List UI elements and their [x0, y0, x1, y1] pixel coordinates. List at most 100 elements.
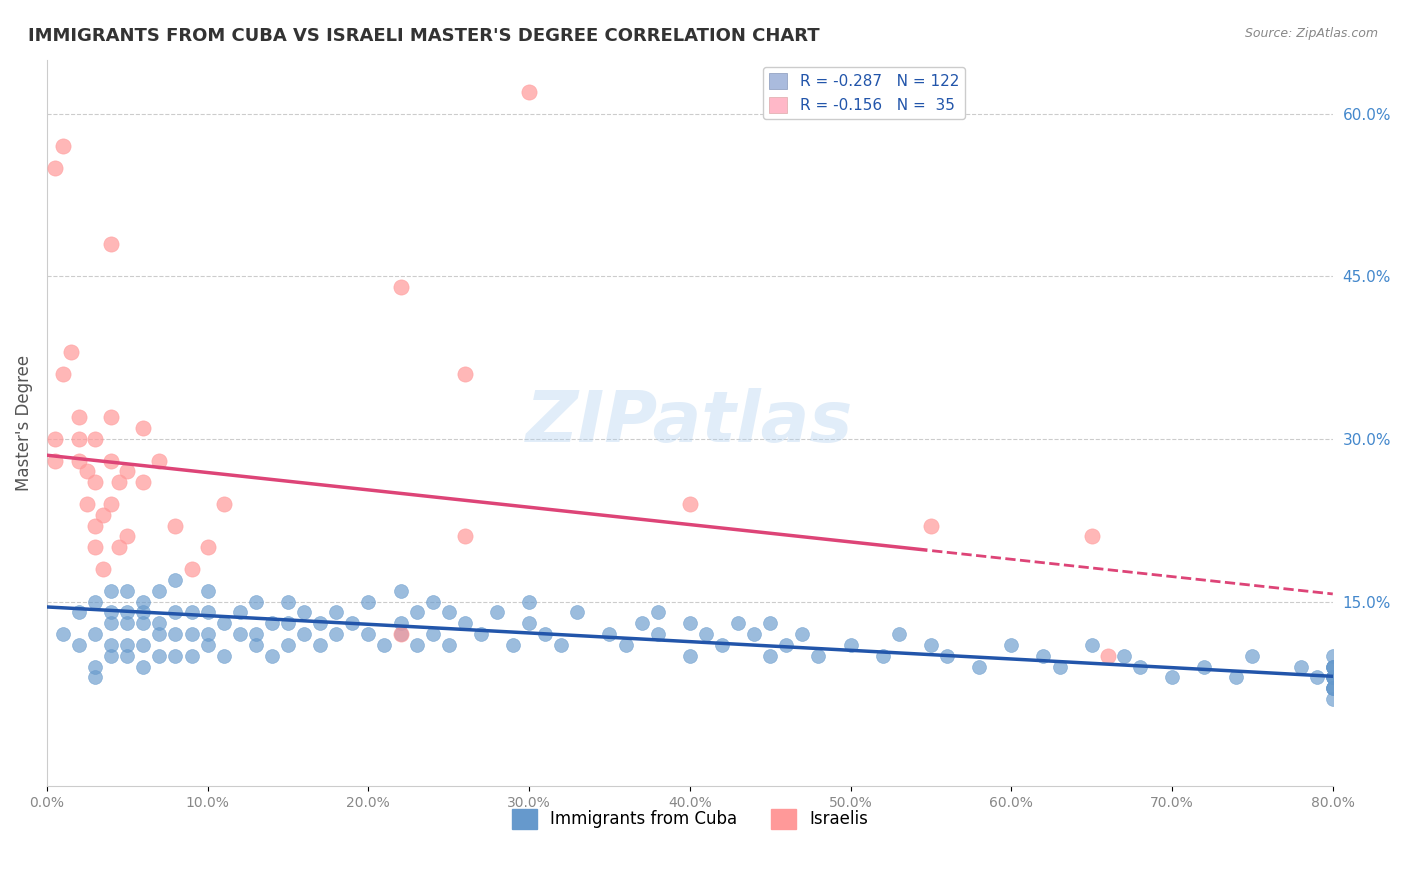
- Point: [91, 508, 114, 522]
- Point: [1322, 670, 1344, 684]
- Point: [148, 583, 170, 598]
- Point: [84, 659, 107, 673]
- Point: [148, 616, 170, 631]
- Point: [1322, 681, 1344, 696]
- Point: [1049, 659, 1071, 673]
- Point: [470, 627, 492, 641]
- Point: [1241, 648, 1264, 663]
- Point: [117, 583, 139, 598]
- Point: [148, 648, 170, 663]
- Point: [1129, 659, 1152, 673]
- Point: [100, 453, 122, 467]
- Point: [277, 616, 299, 631]
- Point: [1322, 659, 1344, 673]
- Point: [132, 606, 155, 620]
- Point: [936, 648, 959, 663]
- Point: [165, 606, 187, 620]
- Point: [76, 465, 98, 479]
- Point: [100, 410, 122, 425]
- Point: [598, 627, 620, 641]
- Point: [1032, 648, 1054, 663]
- Point: [197, 638, 219, 652]
- Point: [117, 638, 139, 652]
- Point: [517, 594, 540, 608]
- Point: [197, 606, 219, 620]
- Point: [132, 475, 155, 490]
- Point: [132, 659, 155, 673]
- Point: [389, 616, 412, 631]
- Point: [405, 606, 427, 620]
- Point: [1322, 692, 1344, 706]
- Point: [679, 648, 702, 663]
- Point: [485, 606, 508, 620]
- Point: [437, 638, 460, 652]
- Point: [292, 627, 315, 641]
- Point: [100, 638, 122, 652]
- Point: [1080, 529, 1102, 543]
- Point: [695, 627, 717, 641]
- Point: [117, 616, 139, 631]
- Point: [165, 627, 187, 641]
- Point: [517, 85, 540, 99]
- Point: [132, 421, 155, 435]
- Point: [229, 627, 252, 641]
- Point: [108, 541, 131, 555]
- Point: [807, 648, 830, 663]
- Text: IMMIGRANTS FROM CUBA VS ISRAELI MASTER'S DEGREE CORRELATION CHART: IMMIGRANTS FROM CUBA VS ISRAELI MASTER'S…: [28, 27, 820, 45]
- Point: [630, 616, 652, 631]
- Point: [117, 606, 139, 620]
- Point: [44, 161, 66, 175]
- Point: [100, 616, 122, 631]
- Point: [679, 616, 702, 631]
- Point: [454, 529, 477, 543]
- Point: [839, 638, 862, 652]
- Point: [180, 627, 202, 641]
- Text: ZIPatlas: ZIPatlas: [526, 388, 853, 458]
- Point: [212, 648, 235, 663]
- Point: [1322, 681, 1344, 696]
- Point: [502, 638, 524, 652]
- Point: [1322, 648, 1344, 663]
- Point: [277, 638, 299, 652]
- Point: [148, 627, 170, 641]
- Point: [165, 648, 187, 663]
- Point: [679, 497, 702, 511]
- Point: [759, 648, 782, 663]
- Point: [100, 583, 122, 598]
- Point: [920, 518, 942, 533]
- Point: [775, 638, 797, 652]
- Y-axis label: Master's Degree: Master's Degree: [15, 355, 32, 491]
- Point: [292, 606, 315, 620]
- Point: [1322, 670, 1344, 684]
- Point: [180, 606, 202, 620]
- Point: [165, 573, 187, 587]
- Point: [52, 367, 75, 381]
- Point: [967, 659, 990, 673]
- Point: [517, 616, 540, 631]
- Point: [84, 432, 107, 446]
- Point: [245, 594, 267, 608]
- Point: [422, 627, 444, 641]
- Point: [44, 432, 66, 446]
- Point: [84, 475, 107, 490]
- Point: [180, 562, 202, 576]
- Point: [1000, 638, 1022, 652]
- Point: [165, 518, 187, 533]
- Point: [309, 638, 332, 652]
- Point: [91, 562, 114, 576]
- Point: [1080, 638, 1102, 652]
- Point: [67, 432, 90, 446]
- Point: [727, 616, 749, 631]
- Point: [277, 594, 299, 608]
- Point: [759, 616, 782, 631]
- Point: [647, 627, 669, 641]
- Point: [1161, 670, 1184, 684]
- Point: [454, 616, 477, 631]
- Point: [84, 627, 107, 641]
- Point: [1112, 648, 1135, 663]
- Point: [534, 627, 557, 641]
- Point: [422, 594, 444, 608]
- Legend: Immigrants from Cuba, Israelis: Immigrants from Cuba, Israelis: [505, 802, 875, 836]
- Point: [1289, 659, 1312, 673]
- Point: [1225, 670, 1247, 684]
